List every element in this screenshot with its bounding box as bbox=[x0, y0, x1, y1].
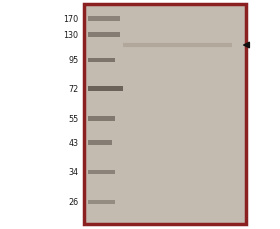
Text: 170: 170 bbox=[63, 15, 78, 24]
Text: 34: 34 bbox=[68, 168, 78, 177]
Bar bbox=[88, 17, 120, 22]
Bar bbox=[88, 170, 115, 174]
Bar bbox=[88, 58, 115, 63]
Text: 130: 130 bbox=[63, 31, 78, 40]
Text: 55: 55 bbox=[68, 114, 78, 124]
Bar bbox=[88, 200, 115, 204]
Bar bbox=[88, 117, 115, 121]
Text: 26: 26 bbox=[68, 197, 78, 207]
Bar bbox=[88, 87, 123, 92]
Bar bbox=[88, 141, 112, 145]
Bar bbox=[84, 5, 246, 224]
Bar bbox=[88, 33, 120, 38]
Text: 95: 95 bbox=[68, 56, 78, 65]
Text: 43: 43 bbox=[68, 139, 78, 148]
Text: 72: 72 bbox=[68, 85, 78, 94]
